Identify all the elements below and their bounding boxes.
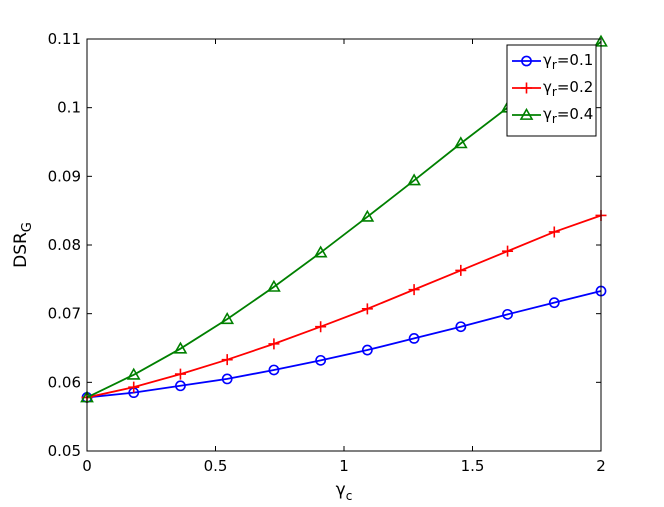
x-axis-label-main: γ: [336, 480, 346, 500]
legend-label-sub: r: [552, 58, 557, 72]
legend-label: γr=0.2: [543, 78, 593, 99]
plus-marker: [521, 82, 532, 94]
triangle-marker: [519, 107, 534, 120]
circle-marker: [502, 308, 513, 320]
circle-marker: [455, 321, 467, 333]
plus-marker: [361, 303, 373, 315]
triangle-marker: [267, 279, 281, 292]
circle-marker: [521, 55, 532, 67]
y-tick-label: 0.08: [48, 236, 81, 254]
circle-marker: [548, 297, 560, 309]
plus-marker: [174, 368, 186, 380]
legend: γr=0.1γr=0.2γr=0.4: [506, 44, 597, 137]
circle-marker: [268, 364, 280, 376]
x-axis-label-sub: c: [346, 489, 353, 503]
circle-marker: [408, 332, 420, 344]
y-tick-label: 0.06: [48, 373, 81, 391]
legend-label-value: =0.1: [557, 51, 593, 69]
y-tick-label: 0.11: [48, 30, 81, 48]
plus-marker: [221, 354, 233, 366]
x-tick-label: 1: [339, 457, 349, 475]
legend-label-sub: r: [552, 112, 557, 126]
axis-ticks: 0 0.5 1 1.5 2 0.05 0.06 0.07 0.08 0.09 0.1 0.11: [48, 30, 606, 475]
plus-marker: [408, 284, 420, 296]
plus-marker: [502, 245, 514, 257]
legend-label-symbol: γ: [543, 78, 552, 96]
plus-marker: [548, 226, 560, 238]
y-axis-label-sub: G: [20, 222, 35, 232]
plus-marker: [315, 321, 327, 333]
triangle-marker: [220, 312, 235, 325]
legend-label: γr=0.4: [543, 105, 593, 126]
circle-marker: [361, 344, 373, 356]
triangle-marker: [173, 341, 188, 354]
y-tick-label: 0.09: [48, 167, 81, 185]
plus-marker: [455, 264, 467, 276]
legend-label-value: =0.4: [557, 105, 593, 123]
triangle-marker: [126, 367, 141, 380]
x-tick-label: 0.5: [204, 457, 228, 475]
legend-label-symbol: γ: [543, 51, 552, 69]
legend-label: γr=0.1: [543, 51, 593, 72]
triangle-marker: [407, 173, 421, 186]
x-axis-label: γc: [336, 480, 353, 503]
triangle-marker: [360, 209, 375, 222]
legend-label-sub: r: [552, 85, 557, 99]
legend-label-symbol: γ: [543, 105, 552, 123]
y-axis-label: DSRG: [11, 222, 35, 268]
x-tick-label: 0: [82, 457, 92, 475]
triangle-marker: [453, 136, 468, 149]
y-tick-label: 0.05: [48, 442, 81, 460]
triangle-marker: [313, 245, 328, 258]
x-tick-label: 1.5: [461, 457, 485, 475]
plus-marker: [268, 338, 280, 350]
plus-marker: [128, 381, 140, 393]
y-tick-label: 0.07: [48, 305, 81, 323]
circle-marker: [221, 373, 233, 385]
circle-marker: [315, 354, 327, 366]
series-line: [86, 290, 602, 399]
x-tick-label: 2: [596, 457, 606, 475]
legend-label-value: =0.2: [557, 78, 593, 96]
y-axis-label-main: DSR: [11, 232, 31, 268]
circle-marker: [175, 380, 186, 392]
y-tick-label: 0.1: [57, 99, 81, 117]
series-line: [86, 214, 602, 399]
